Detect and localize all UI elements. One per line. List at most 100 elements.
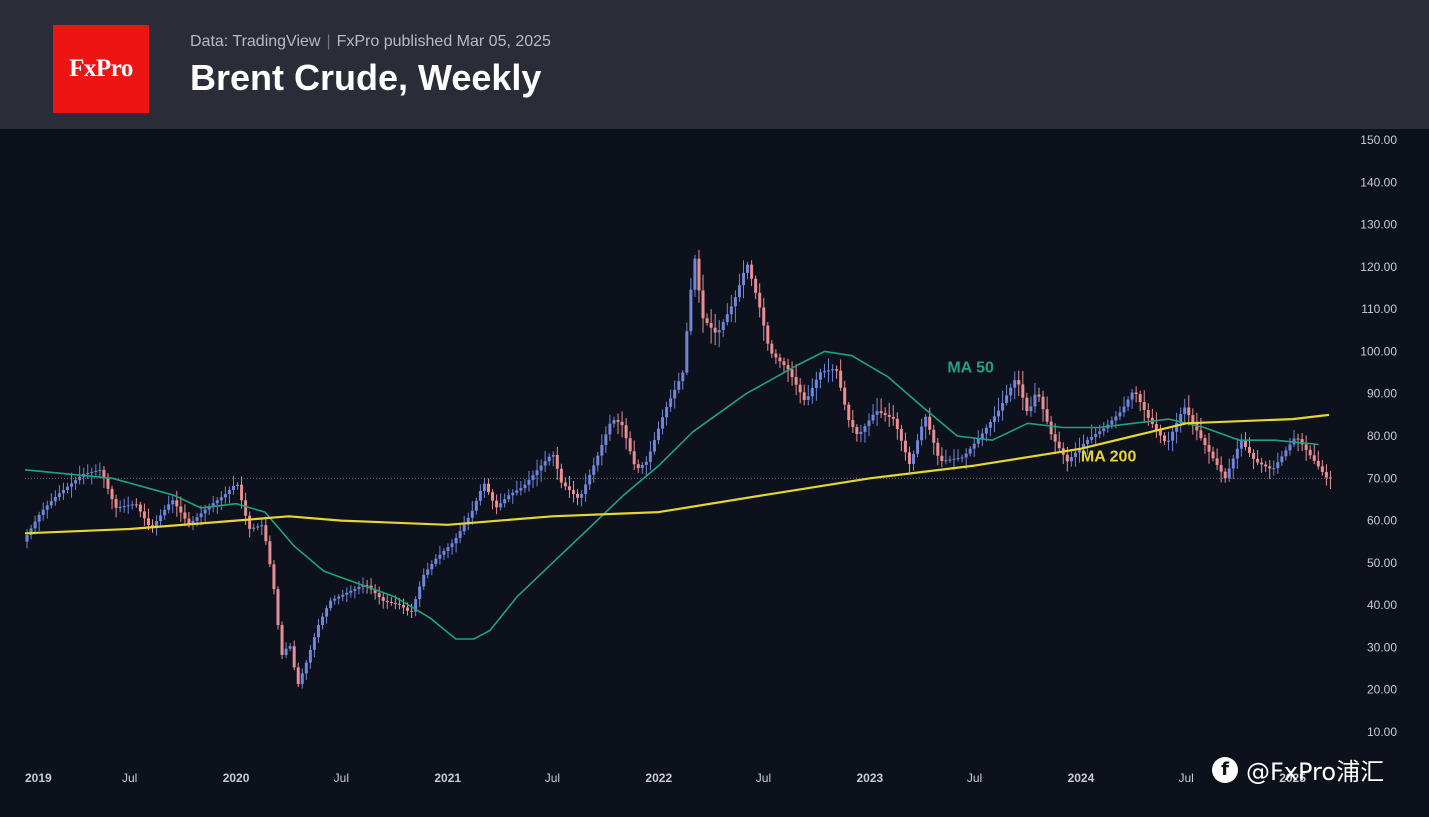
candle-up: [1102, 428, 1106, 432]
fxpro-logo: FxPro: [53, 25, 149, 113]
candle-up: [430, 564, 434, 570]
candle-down: [292, 646, 296, 668]
candle-up: [1082, 443, 1086, 449]
candle-up: [1239, 441, 1243, 449]
candle-down: [264, 525, 268, 542]
candle-up: [551, 454, 555, 457]
candle-up: [191, 520, 195, 525]
candle-up: [159, 515, 163, 522]
candle-up: [523, 484, 527, 489]
candle-up: [422, 574, 426, 587]
candle-up: [118, 506, 122, 508]
candle-down: [102, 469, 106, 479]
candle-down: [782, 361, 786, 366]
candle-up: [462, 524, 466, 532]
candle-up: [968, 448, 972, 454]
candle-up: [45, 505, 49, 510]
candle-down: [393, 602, 397, 604]
candle-down: [272, 564, 276, 590]
candle-up: [66, 486, 70, 491]
candle-up: [814, 379, 818, 388]
candle-down: [555, 454, 559, 469]
candle-down: [851, 420, 855, 428]
y-tick-label: 140.00: [1360, 175, 1397, 189]
logo-text: FxPro: [69, 55, 133, 82]
x-tick-label: Jul: [334, 771, 349, 785]
candle-up: [155, 521, 159, 527]
x-tick-label: 2024: [1068, 771, 1095, 785]
watermark-text: @FxPro浦汇: [1246, 758, 1385, 786]
candle-up: [256, 526, 260, 528]
candle-up: [1272, 468, 1276, 470]
candle-down: [401, 604, 405, 608]
candle-up: [94, 470, 98, 472]
candle-up: [721, 322, 725, 331]
candle-up: [656, 428, 660, 441]
candle-up: [1013, 380, 1017, 388]
candle-up: [345, 592, 349, 595]
candle-down: [187, 518, 191, 525]
candle-up: [535, 470, 539, 476]
candle-down: [620, 421, 624, 426]
candle-down: [705, 318, 709, 324]
candle-down: [240, 484, 244, 501]
candle-up: [215, 500, 219, 504]
candle-up: [171, 500, 175, 505]
candle-down: [835, 369, 839, 371]
candle-up: [470, 510, 474, 518]
header-bar: FxPro Data: TradingView | FxPro published …: [0, 0, 1429, 129]
candle-down: [365, 585, 369, 587]
candle-up: [41, 509, 45, 515]
candle-up: [539, 465, 543, 471]
candle-up: [976, 438, 980, 444]
candle-up: [831, 369, 835, 371]
candle-down: [373, 589, 377, 594]
candle-down: [1260, 462, 1264, 465]
candle-up: [414, 599, 418, 612]
candle-up: [746, 264, 750, 274]
candle-up: [434, 558, 438, 565]
candle-up: [661, 417, 665, 429]
chart-subtitle: Data: TradingView | FxPro published Mar 05…: [190, 33, 551, 51]
candle-up: [1110, 420, 1114, 425]
candle-down: [280, 625, 284, 655]
candle-down: [928, 416, 932, 430]
candle-down: [1191, 415, 1195, 423]
candle-up: [207, 506, 211, 510]
candle-up: [199, 513, 203, 518]
candle-down: [697, 258, 701, 291]
candle-up: [1280, 456, 1284, 463]
candle-down: [183, 512, 187, 519]
y-tick-label: 100.00: [1360, 344, 1397, 358]
candle-up: [1033, 394, 1037, 407]
candle-up: [252, 527, 256, 529]
candle-up: [924, 416, 928, 427]
candle-down: [397, 603, 401, 605]
candle-down: [495, 500, 499, 508]
candle-up: [1069, 457, 1073, 462]
candle-up: [203, 509, 207, 514]
candle-down: [276, 589, 280, 626]
candle-up: [1029, 406, 1033, 412]
candle-up: [972, 443, 976, 449]
candle-up: [37, 514, 41, 522]
data-source: Data: TradingView: [190, 33, 321, 50]
candle-up: [584, 484, 588, 494]
candle-down: [1057, 441, 1061, 449]
candle-down: [146, 518, 150, 526]
candle-up: [122, 506, 126, 508]
candle-down: [1300, 439, 1304, 445]
candle-up: [478, 490, 482, 501]
y-tick-label: 40.00: [1367, 598, 1397, 612]
candle-up: [920, 426, 924, 441]
candle-down: [389, 601, 393, 603]
candle-up: [984, 427, 988, 434]
candle-up: [733, 297, 737, 307]
x-tick-label: 2019: [25, 771, 52, 785]
candle-up: [944, 460, 948, 462]
y-tick-label: 130.00: [1360, 218, 1397, 232]
candle-up: [357, 587, 361, 589]
candle-down: [616, 420, 620, 422]
candle-up: [547, 456, 551, 462]
candle-down: [802, 392, 806, 400]
